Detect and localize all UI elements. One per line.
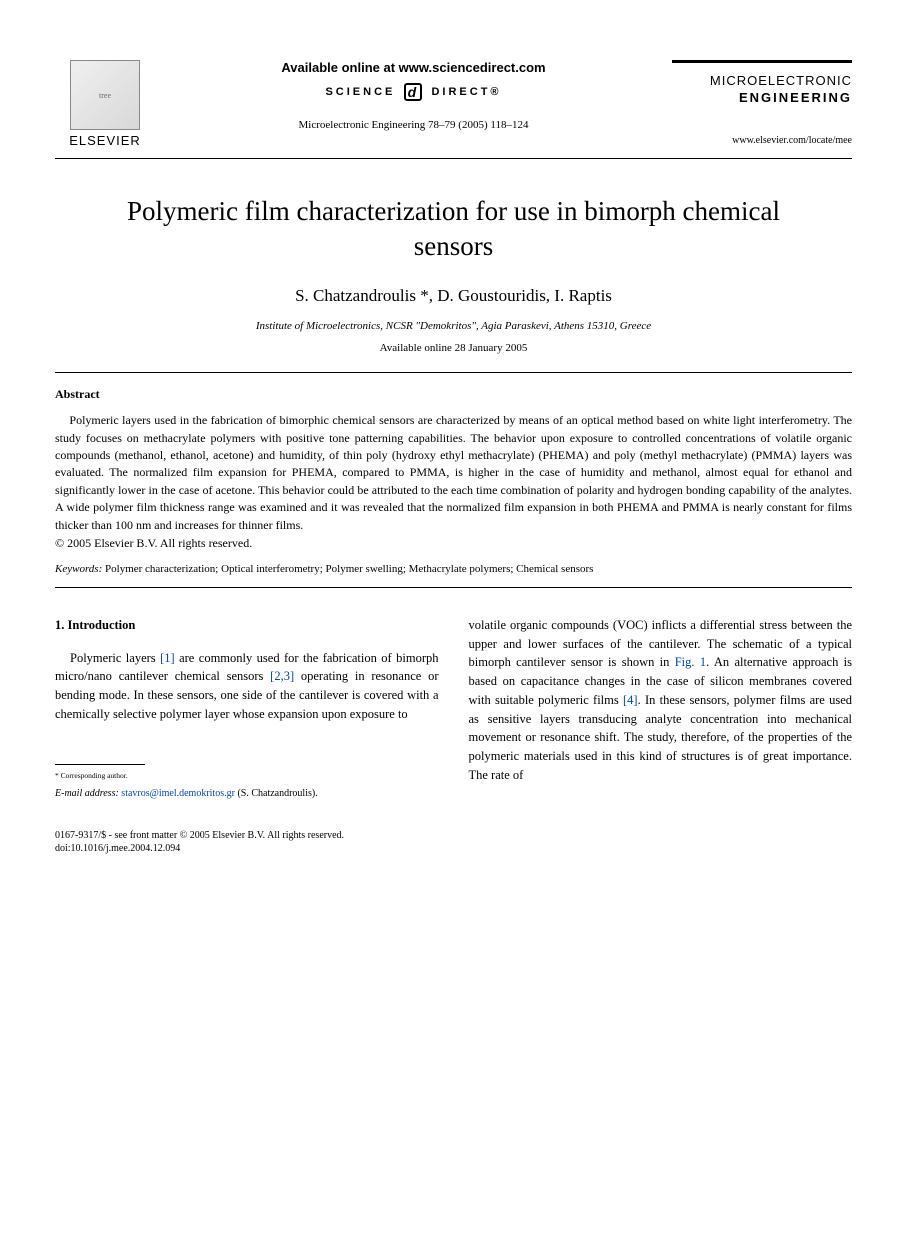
body-columns: 1. Introduction Polymeric layers [1] are… <box>55 616 852 801</box>
elsevier-tree-icon: tree <box>70 60 140 130</box>
journal-header-block: MICROELECTRONIC ENGINEERING www.elsevier… <box>672 60 852 146</box>
email-link[interactable]: stavros@imel.demokritos.gr <box>121 788 235 799</box>
ref-link-23[interactable]: [2,3] <box>270 669 294 683</box>
journal-url: www.elsevier.com/locate/mee <box>672 135 852 146</box>
intro-text-1: Polymeric layers <box>70 651 160 665</box>
email-label: E-mail address: <box>55 788 119 799</box>
sciencedirect-logo: SCIENCE d DIRECT® <box>175 83 652 101</box>
intro-paragraph-left: Polymeric layers [1] are commonly used f… <box>55 649 439 724</box>
footer-copyright: 0167-9317/$ - see front matter © 2005 El… <box>55 829 852 842</box>
email-tail: (S. Chatzandroulis). <box>235 788 318 799</box>
journal-title: MICROELECTRONIC ENGINEERING <box>672 60 852 107</box>
footnote-block: * Corresponding author. E-mail address: … <box>55 771 439 801</box>
abstract-copyright: © 2005 Elsevier B.V. All rights reserved… <box>55 536 852 551</box>
citation-line: Microelectronic Engineering 78–79 (2005)… <box>175 119 652 131</box>
page-header: tree ELSEVIER Available online at www.sc… <box>55 60 852 148</box>
available-date: Available online 28 January 2005 <box>55 342 852 354</box>
keywords-line: Keywords: Polymer characterization; Opti… <box>55 563 852 575</box>
keywords-label: Keywords: <box>55 563 102 575</box>
center-header: Available online at www.sciencedirect.co… <box>155 60 672 131</box>
header-rule <box>55 158 852 159</box>
fig-link-1[interactable]: Fig. 1 <box>675 655 706 669</box>
corresp-text: * Corresponding author. <box>55 771 128 780</box>
title-rule <box>55 372 852 373</box>
email-line: E-mail address: stavros@imel.demokritos.… <box>55 787 439 801</box>
ref-link-1[interactable]: [1] <box>160 651 175 665</box>
affiliation: Institute of Microelectronics, NCSR "Dem… <box>55 320 852 332</box>
left-column: 1. Introduction Polymeric layers [1] are… <box>55 616 439 801</box>
abstract-heading: Abstract <box>55 387 852 402</box>
journal-title-line2: ENGINEERING <box>672 90 852 107</box>
available-online-text: Available online at www.sciencedirect.co… <box>175 60 652 75</box>
science-label-left: SCIENCE <box>325 86 395 98</box>
right-column: volatile organic compounds (VOC) inflict… <box>469 616 853 801</box>
journal-title-line1: MICROELECTRONIC <box>672 73 852 90</box>
corresponding-author: * Corresponding author. <box>55 771 439 787</box>
ref-link-4[interactable]: [4] <box>623 693 638 707</box>
authors-line: S. Chatzandroulis *, D. Goustouridis, I.… <box>55 286 852 306</box>
intro-heading: 1. Introduction <box>55 616 439 635</box>
footnote-separator <box>55 764 145 765</box>
science-label-right: DIRECT® <box>431 86 501 98</box>
publisher-block: tree ELSEVIER <box>55 60 155 148</box>
publisher-name: ELSEVIER <box>69 133 141 148</box>
abstract-rule <box>55 587 852 588</box>
keywords-text: Polymer characterization; Optical interf… <box>102 563 593 575</box>
footer-doi: doi:10.1016/j.mee.2004.12.094 <box>55 842 852 855</box>
page-footer: 0167-9317/$ - see front matter © 2005 El… <box>55 829 852 855</box>
sciencedirect-d-icon: d <box>404 83 422 101</box>
abstract-body: Polymeric layers used in the fabrication… <box>55 412 852 534</box>
article-title: Polymeric film characterization for use … <box>95 194 812 264</box>
intro-paragraph-right: volatile organic compounds (VOC) inflict… <box>469 616 853 785</box>
